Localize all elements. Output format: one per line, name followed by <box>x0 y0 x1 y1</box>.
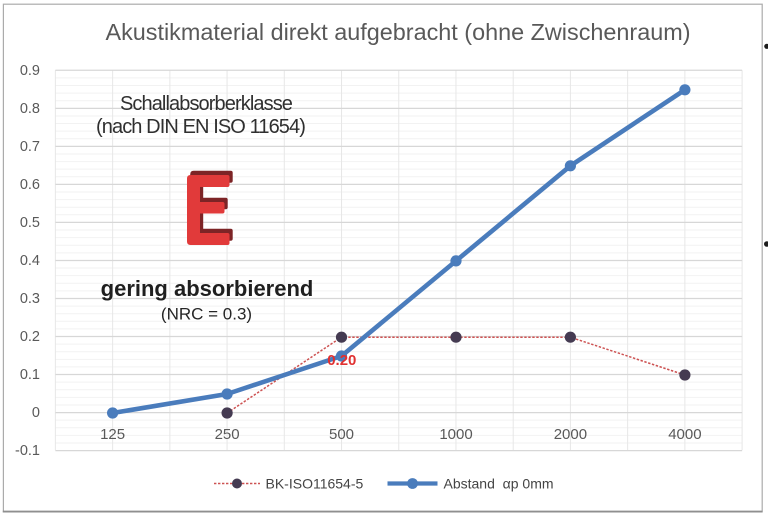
svg-text:0.8: 0.8 <box>20 101 40 117</box>
svg-text:250: 250 <box>215 426 240 443</box>
svg-text:(NRC = 0.3): (NRC = 0.3) <box>161 305 252 324</box>
svg-text:-0.1: -0.1 <box>15 443 40 459</box>
svg-text:(nach DIN EN ISO 11654): (nach DIN EN ISO 11654) <box>96 116 305 138</box>
svg-text:500: 500 <box>329 426 354 443</box>
svg-text:Abstand αp 0mm: Abstand αp 0mm <box>444 476 554 492</box>
svg-text:125: 125 <box>100 426 125 443</box>
svg-text:0.1: 0.1 <box>20 367 40 383</box>
svg-text:BK-ISO11654-5: BK-ISO11654-5 <box>266 476 364 492</box>
svg-text:gering absorbierend: gering absorbierend <box>101 276 314 301</box>
svg-text:0.2: 0.2 <box>20 329 40 345</box>
svg-text:1000: 1000 <box>439 426 472 443</box>
svg-text:0.3: 0.3 <box>20 291 40 307</box>
svg-text:0.9: 0.9 <box>20 63 40 79</box>
svg-text:0.20: 0.20 <box>327 352 356 369</box>
svg-text:0.5: 0.5 <box>20 215 40 231</box>
svg-text:0.6: 0.6 <box>20 177 40 193</box>
svg-text:2000: 2000 <box>554 426 587 443</box>
svg-text:0.4: 0.4 <box>20 253 40 269</box>
svg-text:4000: 4000 <box>668 426 701 443</box>
svg-text:0.7: 0.7 <box>20 139 40 155</box>
svg-text:0: 0 <box>32 405 40 421</box>
svg-text:Akustikmaterial direkt aufgebr: Akustikmaterial direkt aufgebracht (ohne… <box>105 19 690 45</box>
svg-text:Schallabsorberklasse: Schallabsorberklasse <box>120 93 293 115</box>
